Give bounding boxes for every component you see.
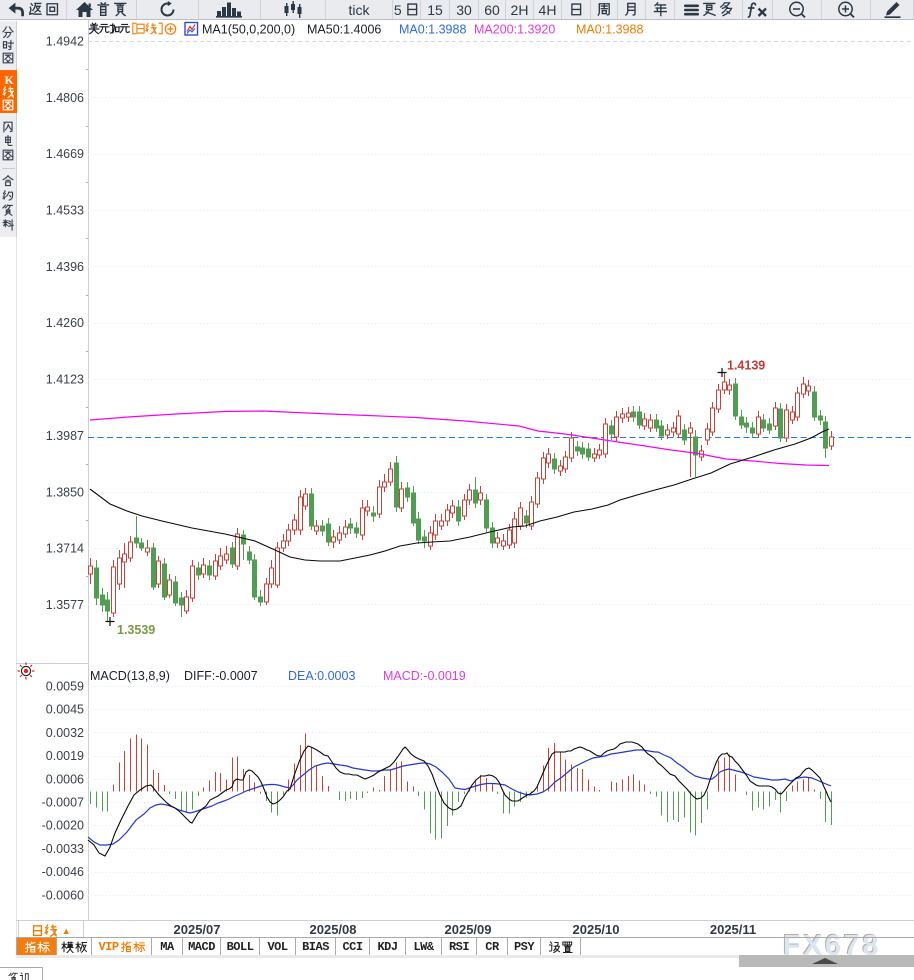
svg-text:-0.0020: -0.0020	[42, 819, 84, 833]
svg-text:1.4123: 1.4123	[46, 373, 84, 387]
svg-text:MACD:-0.0019: MACD:-0.0019	[383, 669, 466, 683]
svg-text:DIFF:-0.0007: DIFF:-0.0007	[184, 669, 258, 683]
svg-text:MA50:1.4006: MA50:1.4006	[307, 23, 381, 37]
svg-text:0.0019: 0.0019	[46, 749, 84, 763]
svg-text:1.3850: 1.3850	[46, 485, 84, 499]
svg-text:1.3539: 1.3539	[117, 623, 155, 637]
svg-text:0.0059: 0.0059	[46, 680, 84, 694]
svg-text:-0.0060: -0.0060	[42, 888, 84, 902]
svg-text:-0.0007: -0.0007	[42, 796, 84, 810]
svg-text:0.0045: 0.0045	[46, 703, 84, 717]
svg-text:1.4669: 1.4669	[46, 147, 84, 161]
svg-text:DEA:0.0003: DEA:0.0003	[288, 669, 355, 683]
svg-text:MA200:1.3920: MA200:1.3920	[474, 23, 555, 37]
svg-text:0.0032: 0.0032	[46, 726, 84, 740]
svg-text:-0.0033: -0.0033	[42, 842, 84, 856]
svg-text:1.4533: 1.4533	[46, 204, 84, 218]
svg-text:-0.0046: -0.0046	[42, 865, 84, 879]
svg-text:1.4942: 1.4942	[46, 35, 84, 49]
svg-text:1.4260: 1.4260	[46, 316, 84, 330]
svg-text:1.4396: 1.4396	[46, 260, 84, 274]
svg-text:1.4139: 1.4139	[727, 359, 765, 373]
svg-text:1.3714: 1.3714	[46, 542, 84, 556]
svg-text:MA0:1.3988: MA0:1.3988	[576, 23, 643, 37]
svg-text:0.0006: 0.0006	[46, 772, 84, 786]
svg-text:1.3987: 1.3987	[46, 429, 84, 443]
svg-text:MA0:1.3988: MA0:1.3988	[399, 23, 466, 37]
svg-text:MA1(50,0,200,0): MA1(50,0,200,0)	[202, 23, 295, 37]
svg-text:1.4806: 1.4806	[46, 91, 84, 105]
svg-text:1.3577: 1.3577	[46, 598, 84, 612]
svg-text:MACD(13,8,9): MACD(13,8,9)	[90, 669, 170, 683]
